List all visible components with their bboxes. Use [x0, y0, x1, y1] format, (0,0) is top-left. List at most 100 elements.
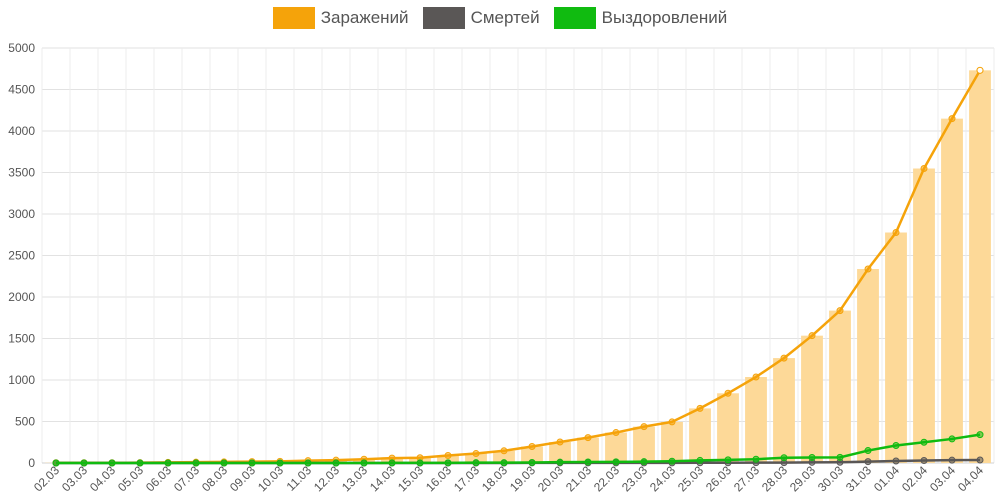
- point-recovered: [696, 456, 704, 464]
- point-recovered: [304, 459, 312, 467]
- y-tick-label: 1000: [8, 373, 35, 387]
- point-recovered: [276, 459, 284, 467]
- y-tick-label: 2500: [8, 249, 35, 263]
- x-tick-label: 06.03: [143, 463, 174, 494]
- point-recovered: [108, 459, 116, 467]
- point-infected-last: [976, 66, 984, 74]
- x-tick-label: 14.03: [367, 463, 398, 494]
- point-recovered: [248, 459, 256, 467]
- x-tick-label: 01.04: [871, 463, 902, 494]
- legend-swatch-deaths: [422, 7, 465, 29]
- point-deaths: [948, 456, 956, 464]
- y-tick-label: 4500: [8, 83, 35, 97]
- point-recovered: [220, 459, 228, 467]
- bar-infected: [521, 446, 543, 463]
- legend: Заражений Смертей Выздоровлений: [0, 6, 1000, 30]
- bar-infected: [633, 426, 655, 463]
- point-infected: [724, 389, 732, 397]
- x-tick-label: 19.03: [507, 463, 538, 494]
- point-recovered: [416, 459, 424, 467]
- x-tick-label: 22.03: [591, 463, 622, 494]
- point-recovered: [752, 455, 760, 463]
- point-recovered: [640, 458, 648, 466]
- x-tick-label: 20.03: [535, 463, 566, 494]
- point-recovered: [668, 457, 676, 465]
- legend-item-recovered[interactable]: Выздоровлений: [553, 7, 728, 29]
- legend-item-infected[interactable]: Заражений: [272, 7, 409, 29]
- bar-infected: [745, 377, 767, 463]
- bar-infected: [969, 70, 991, 464]
- bar-infected: [605, 432, 627, 463]
- point-recovered: [332, 459, 340, 467]
- point-recovered: [892, 441, 900, 449]
- x-tick-label: 26.03: [703, 463, 734, 494]
- y-tick-label: 5000: [8, 41, 35, 55]
- legend-swatch-recovered: [553, 7, 596, 29]
- point-recovered: [808, 454, 816, 462]
- point-infected: [500, 447, 508, 455]
- x-tick-label: 29.03: [787, 463, 818, 494]
- x-tick-label: 03.03: [59, 463, 90, 494]
- y-tick-label: 3000: [8, 207, 35, 221]
- point-recovered: [780, 454, 788, 462]
- x-tick-label: 13.03: [339, 463, 370, 494]
- point-infected: [556, 438, 564, 446]
- x-tick-label: 03.04: [927, 463, 958, 494]
- bar-infected: [913, 168, 935, 464]
- x-tick-label: 18.03: [479, 463, 510, 494]
- x-tick-label: 23.03: [619, 463, 650, 494]
- bar-infected: [829, 310, 851, 463]
- point-infected: [780, 354, 788, 362]
- x-tick-label: 10.03: [255, 463, 286, 494]
- point-recovered: [136, 459, 144, 467]
- bar-infected: [689, 408, 711, 463]
- series-line-recovered: [56, 433, 981, 465]
- bar-infected: [801, 335, 823, 463]
- bar-infected: [493, 450, 515, 463]
- legend-label-infected: Заражений: [320, 8, 409, 27]
- x-tick-label: 04.03: [87, 463, 118, 494]
- bar-infected: [941, 118, 963, 464]
- point-infected: [920, 165, 928, 173]
- point-infected: [472, 450, 480, 458]
- point-recovered: [584, 458, 592, 466]
- x-tick-label: 31.03: [843, 463, 874, 494]
- point-recovered: [976, 431, 984, 439]
- point-recovered: [556, 458, 564, 466]
- point-deaths: [920, 457, 928, 465]
- point-infected: [752, 373, 760, 381]
- point-infected: [668, 418, 676, 426]
- point-recovered: [52, 459, 60, 467]
- point-recovered: [388, 459, 396, 467]
- bar-infected: [857, 269, 879, 463]
- legend-item-deaths[interactable]: Смертей: [422, 7, 540, 29]
- y-tick-label: 500: [15, 415, 35, 429]
- point-recovered: [948, 435, 956, 443]
- bar-infected: [717, 393, 739, 463]
- bar-infected: [437, 455, 459, 463]
- point-infected: [696, 404, 704, 412]
- legend-swatch-infected: [272, 7, 315, 29]
- point-deaths: [892, 457, 900, 465]
- legend-label-recovered: Выздоровлений: [601, 8, 728, 27]
- x-tick-label: 30.03: [815, 463, 846, 494]
- x-tick-label: 09.03: [227, 463, 258, 494]
- x-tick-label: 28.03: [759, 463, 790, 494]
- point-recovered: [528, 459, 536, 467]
- point-recovered: [864, 447, 872, 455]
- point-infected: [584, 434, 592, 442]
- point-infected: [836, 307, 844, 315]
- point-deaths: [864, 458, 872, 466]
- point-deaths: [976, 456, 984, 464]
- point-recovered: [472, 459, 480, 467]
- point-recovered: [164, 459, 172, 467]
- x-tick-label: 08.03: [199, 463, 230, 494]
- point-infected: [892, 229, 900, 237]
- x-tick-label: 21.03: [563, 463, 594, 494]
- point-recovered: [500, 459, 508, 467]
- point-recovered: [836, 453, 844, 461]
- point-infected: [864, 265, 872, 273]
- x-tick-label: 25.03: [675, 463, 706, 494]
- point-infected: [444, 452, 452, 460]
